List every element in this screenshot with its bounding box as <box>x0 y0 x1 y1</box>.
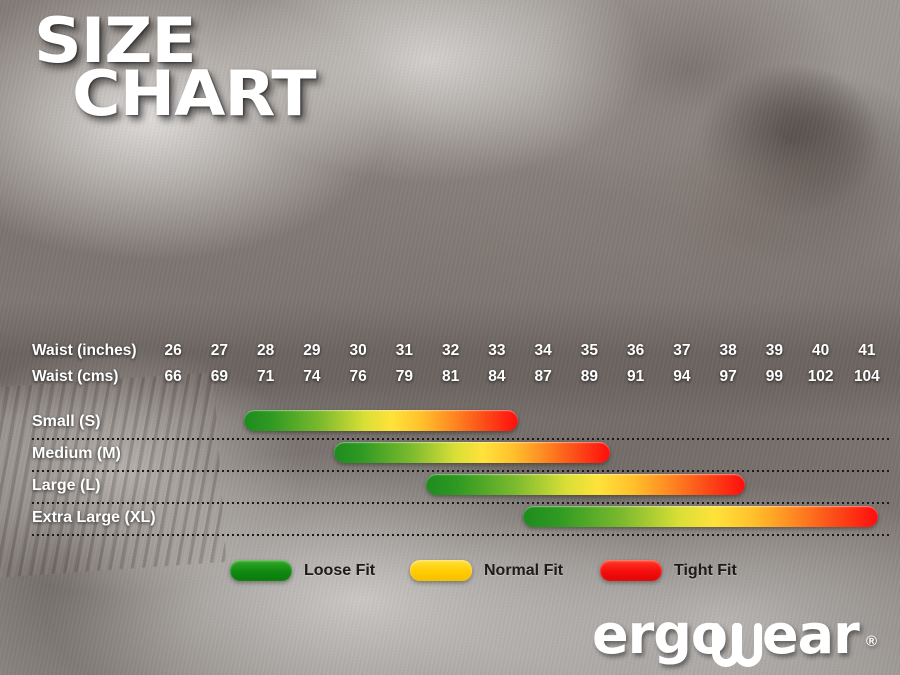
title-line-2: CHART <box>72 57 317 131</box>
waist-cms-value: 94 <box>673 368 691 385</box>
waist-cms-value: 102 <box>807 368 834 385</box>
page-title: SIZE CHART <box>34 9 317 125</box>
waist-cms-value: 87 <box>534 368 552 385</box>
waist-cms-value: 74 <box>303 368 321 385</box>
waist-cms-value: 71 <box>257 368 275 385</box>
size-range-bar-large <box>426 474 745 495</box>
waist-inches-values: 26 27 28 29 30 31 32 33 34 35 36 37 38 3… <box>150 342 890 360</box>
size-row-medium: Medium (M) <box>0 440 900 472</box>
brand-name-part1: ergo <box>592 603 728 666</box>
size-range-bar-extra-large <box>523 506 878 527</box>
waist-inches-value: 29 <box>303 342 321 359</box>
waist-inches-value: 40 <box>812 342 830 359</box>
loose-fit-label: Loose Fit <box>304 561 376 579</box>
waist-cms-value: 79 <box>395 368 413 385</box>
waist-cms-value: 84 <box>488 368 506 385</box>
size-label-extra-large: Extra Large (XL) <box>32 509 156 526</box>
tight-fit-label: Tight Fit <box>674 561 737 579</box>
registered-trademark-icon: ® <box>866 633 878 650</box>
size-rows: Small (S) Medium (M) Large (L) Extra Lar… <box>0 408 900 536</box>
waist-inches-value: 27 <box>210 342 228 359</box>
row-divider <box>32 438 890 440</box>
tight-fit-swatch <box>600 560 662 581</box>
legend-item-normal: Normal Fit <box>410 560 563 581</box>
fit-legend: Loose Fit Normal Fit Tight Fit <box>0 560 900 590</box>
waist-cms-value: 69 <box>210 368 228 385</box>
waist-inches-value: 35 <box>580 342 598 359</box>
size-row-extra-large: Extra Large (XL) <box>0 504 900 536</box>
waist-inches-value: 30 <box>349 342 367 359</box>
waist-inches-value: 41 <box>858 342 876 359</box>
legend-item-loose: Loose Fit <box>230 560 375 581</box>
legend-item-tight: Tight Fit <box>600 560 737 581</box>
waist-inches-value: 37 <box>673 342 691 359</box>
waist-inches-value: 38 <box>719 342 737 359</box>
size-range-bar-small <box>244 410 518 431</box>
omega-w-icon <box>712 623 762 667</box>
row-divider <box>32 470 890 472</box>
loose-fit-swatch <box>230 560 292 581</box>
size-row-large: Large (L) <box>0 472 900 504</box>
waist-cms-value: 99 <box>765 368 783 385</box>
waist-cms-value: 66 <box>164 368 182 385</box>
row-divider <box>32 534 890 536</box>
normal-fit-label: Normal Fit <box>484 561 564 579</box>
row-divider <box>32 502 890 504</box>
size-row-small: Small (S) <box>0 408 900 440</box>
waist-cms-label: Waist (cms) <box>32 368 119 385</box>
waist-cms-value: 97 <box>719 368 737 385</box>
brand-logo: ergo ear ® <box>592 603 892 671</box>
size-label-large: Large (L) <box>32 477 101 494</box>
title-line-1: SIZE <box>34 4 197 77</box>
waist-inches-value: 39 <box>765 342 783 359</box>
normal-fit-swatch <box>410 560 472 581</box>
waist-cms-value: 91 <box>627 368 645 385</box>
waist-cms-value: 89 <box>580 368 598 385</box>
size-label-small: Small (S) <box>32 413 101 430</box>
waist-cms-value: 81 <box>442 368 460 385</box>
waist-inches-value: 36 <box>627 342 645 359</box>
waist-inches-label: Waist (inches) <box>32 342 137 359</box>
waist-inches-value: 32 <box>442 342 460 359</box>
waist-inches-value: 34 <box>534 342 552 359</box>
waist-inches-value: 31 <box>395 342 413 359</box>
size-range-bar-medium <box>334 442 610 463</box>
waist-inches-value: 28 <box>257 342 275 359</box>
waist-cms-value: 104 <box>853 368 880 385</box>
brand-name-part2: ear <box>762 603 860 666</box>
waist-inches-value: 33 <box>488 342 506 359</box>
size-label-medium: Medium (M) <box>32 445 121 462</box>
waist-cms-values: 66 69 71 74 76 79 81 84 87 89 91 94 97 9… <box>150 368 890 386</box>
waist-cms-value: 76 <box>349 368 367 385</box>
waist-inches-value: 26 <box>164 342 182 359</box>
